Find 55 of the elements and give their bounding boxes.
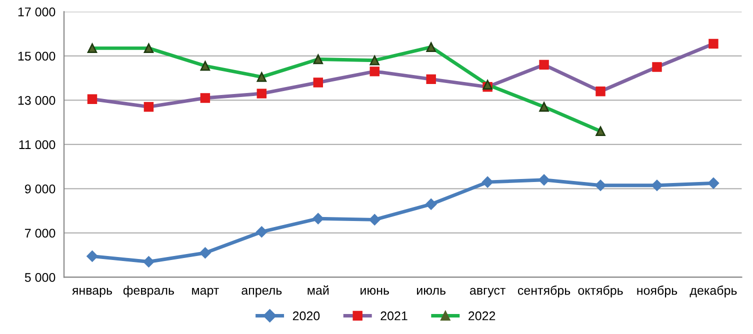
point (256, 72, 267, 82)
x-tick-label: октябрь (578, 286, 623, 298)
point (708, 178, 720, 189)
point (87, 43, 98, 54)
point (256, 226, 268, 238)
y-tick-label: 5 000 (24, 273, 56, 282)
point (596, 86, 606, 96)
point (86, 250, 98, 262)
x-tick-label: май (308, 285, 329, 295)
point (482, 80, 492, 90)
point (708, 38, 718, 49)
x-tick-label: ноябрь (637, 286, 678, 298)
y-tick-label: 17 000 (18, 7, 56, 16)
point (200, 93, 210, 103)
point (313, 78, 324, 88)
legend-label: 2020 (292, 311, 320, 320)
point (256, 88, 267, 98)
x-tick-label: июнь (360, 288, 389, 295)
point (144, 102, 154, 112)
point (144, 43, 154, 54)
point (426, 74, 436, 84)
point (651, 180, 663, 191)
point (200, 61, 210, 71)
y-tick-label: 7 000 (25, 228, 56, 238)
point (200, 247, 211, 258)
x-tick-label: декабрь (690, 286, 737, 298)
point (425, 198, 437, 210)
x-tick-label: январь (72, 288, 112, 298)
point (313, 54, 324, 64)
point (369, 214, 380, 226)
x-tick-label: август (470, 288, 506, 298)
point (312, 212, 324, 224)
point (539, 60, 549, 70)
x-tick-label: апрель (242, 288, 282, 298)
y-tick-label: 15 000 (18, 52, 56, 61)
point (539, 102, 549, 112)
point (594, 180, 606, 191)
y-tick-label: 11 000 (19, 140, 56, 150)
y-tick-label: 9 000 (24, 184, 56, 194)
legend-label: 2021 (380, 311, 408, 320)
point (538, 174, 550, 186)
point (370, 56, 380, 66)
x-tick-label: сентябрь (518, 286, 570, 298)
y-tick-label: 13 000 (18, 96, 56, 105)
point (652, 62, 662, 72)
point (87, 94, 98, 104)
point (482, 176, 494, 188)
legend-label: 2022 (468, 311, 496, 320)
point (143, 256, 154, 268)
point (596, 126, 606, 136)
point (370, 66, 380, 76)
x-tick-label: июль (417, 288, 446, 295)
x-tick-label: март (192, 288, 219, 298)
x-tick-label: февраль (123, 286, 174, 298)
point (426, 42, 436, 52)
